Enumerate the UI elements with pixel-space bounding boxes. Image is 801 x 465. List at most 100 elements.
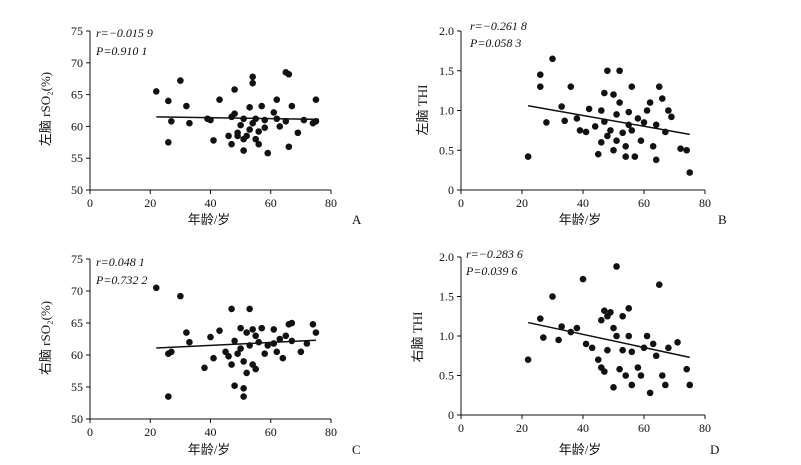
y-tick-label: 2.0 bbox=[439, 24, 454, 38]
y-tick-label: 75 bbox=[71, 24, 83, 38]
data-point bbox=[246, 104, 253, 111]
data-point bbox=[579, 275, 587, 283]
data-point bbox=[646, 389, 654, 397]
data-point bbox=[288, 102, 296, 110]
data-point bbox=[594, 150, 602, 158]
data-point bbox=[665, 344, 672, 352]
data-point bbox=[604, 346, 611, 354]
data-point bbox=[273, 96, 281, 103]
data-point bbox=[631, 153, 639, 160]
data-point bbox=[240, 384, 247, 392]
p-value: P=0.058 3 bbox=[469, 36, 521, 50]
data-point bbox=[555, 336, 562, 344]
data-point bbox=[165, 139, 172, 146]
data-point bbox=[270, 326, 278, 333]
data-point bbox=[622, 153, 629, 160]
data-point bbox=[183, 102, 190, 110]
data-point bbox=[168, 118, 175, 125]
data-point bbox=[561, 117, 568, 125]
data-point bbox=[683, 146, 690, 154]
data-point bbox=[683, 365, 690, 373]
data-point bbox=[261, 116, 269, 124]
data-point bbox=[640, 344, 648, 352]
data-point bbox=[610, 384, 617, 391]
y-tick-label: 1.0 bbox=[439, 329, 454, 343]
data-point bbox=[249, 79, 256, 87]
data-point bbox=[616, 365, 623, 373]
data-point bbox=[294, 129, 302, 137]
r-value: r=0.048 1 bbox=[96, 255, 145, 269]
data-point bbox=[225, 132, 232, 140]
data-point bbox=[246, 126, 253, 133]
data-point bbox=[537, 315, 544, 322]
data-point bbox=[686, 381, 694, 389]
data-point bbox=[616, 99, 623, 106]
data-point bbox=[634, 115, 642, 122]
data-point bbox=[216, 327, 223, 334]
data-point bbox=[668, 113, 675, 121]
data-point bbox=[270, 340, 278, 347]
data-point bbox=[234, 129, 241, 137]
data-point bbox=[582, 340, 590, 348]
data-point bbox=[243, 329, 250, 336]
data-point bbox=[255, 128, 262, 135]
data-point bbox=[168, 348, 175, 356]
data-point bbox=[216, 96, 223, 103]
x-tick-label: 60 bbox=[265, 425, 277, 439]
y-tick-label: 55 bbox=[71, 380, 83, 394]
data-point bbox=[573, 324, 581, 332]
data-point bbox=[616, 67, 623, 75]
data-point bbox=[537, 83, 544, 90]
x-axis-label: 年龄/岁 bbox=[559, 212, 602, 227]
x-tick-label: 40 bbox=[205, 196, 217, 210]
data-point bbox=[246, 342, 253, 349]
data-point bbox=[573, 115, 581, 122]
x-tick-label: 0 bbox=[87, 196, 93, 210]
data-point bbox=[243, 369, 250, 377]
data-point bbox=[628, 348, 636, 356]
data-point bbox=[258, 102, 266, 110]
y-tick-label: 1.5 bbox=[439, 64, 454, 78]
panel-label: B bbox=[718, 212, 727, 227]
p-value: P=0.039 6 bbox=[465, 264, 517, 278]
x-tick-label: 80 bbox=[325, 196, 337, 210]
data-point bbox=[625, 108, 633, 116]
data-point bbox=[652, 352, 660, 360]
data-point bbox=[567, 83, 575, 90]
data-point bbox=[625, 305, 633, 312]
data-point bbox=[619, 346, 626, 354]
data-point bbox=[264, 342, 272, 349]
data-point bbox=[613, 137, 620, 145]
data-point bbox=[258, 324, 266, 332]
data-point bbox=[655, 281, 663, 288]
data-point bbox=[186, 338, 193, 346]
data-point bbox=[594, 356, 602, 364]
data-point bbox=[288, 319, 296, 327]
data-point bbox=[537, 71, 544, 79]
data-point bbox=[604, 132, 611, 140]
data-point bbox=[312, 96, 320, 103]
data-point bbox=[622, 372, 629, 379]
data-point bbox=[643, 107, 651, 114]
x-axis-label: 年龄/岁 bbox=[188, 212, 231, 227]
data-point bbox=[207, 333, 214, 341]
data-point bbox=[610, 91, 617, 98]
data-point bbox=[610, 324, 617, 332]
y-tick-label: 50 bbox=[71, 183, 83, 197]
data-point bbox=[231, 337, 238, 345]
data-point bbox=[591, 123, 599, 130]
data-point bbox=[674, 339, 681, 346]
data-point bbox=[628, 127, 636, 134]
data-point bbox=[659, 372, 666, 379]
data-point bbox=[540, 334, 547, 341]
data-point bbox=[252, 115, 259, 123]
x-tick-label: 80 bbox=[325, 425, 337, 439]
data-point bbox=[628, 83, 636, 90]
data-point bbox=[607, 309, 614, 316]
data-point bbox=[285, 143, 293, 151]
x-tick-label: 20 bbox=[516, 421, 528, 435]
data-point bbox=[255, 140, 262, 148]
data-point bbox=[567, 328, 575, 336]
data-point bbox=[297, 348, 305, 356]
data-point bbox=[279, 354, 287, 362]
